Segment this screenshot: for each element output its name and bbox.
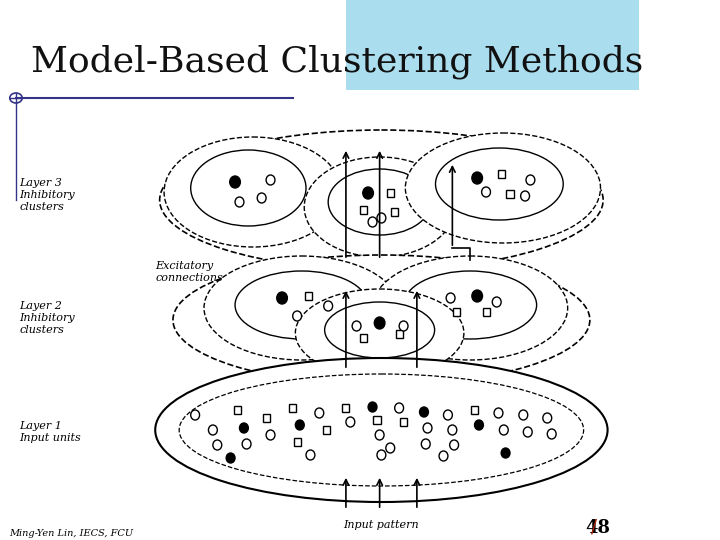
Circle shape [521, 191, 529, 201]
Circle shape [444, 410, 452, 420]
Bar [343, 404, 349, 412]
Circle shape [482, 187, 490, 197]
Circle shape [191, 410, 199, 420]
Text: 48: 48 [585, 519, 611, 537]
Circle shape [547, 429, 556, 439]
Circle shape [368, 402, 377, 412]
Circle shape [213, 440, 222, 450]
Circle shape [352, 321, 361, 331]
Circle shape [420, 407, 428, 417]
Circle shape [472, 290, 482, 302]
Circle shape [295, 420, 305, 430]
Circle shape [446, 293, 455, 303]
Ellipse shape [191, 150, 306, 226]
Ellipse shape [235, 271, 368, 339]
Circle shape [472, 172, 482, 184]
Bar [454, 308, 460, 316]
Circle shape [346, 417, 355, 427]
Ellipse shape [179, 374, 584, 486]
Bar [471, 406, 478, 414]
Circle shape [306, 450, 315, 460]
Ellipse shape [156, 358, 608, 502]
Circle shape [276, 292, 287, 304]
Circle shape [377, 450, 386, 460]
Ellipse shape [173, 255, 590, 385]
Bar [305, 292, 312, 300]
Circle shape [494, 408, 503, 418]
Circle shape [395, 403, 404, 413]
Bar [482, 308, 490, 316]
Text: Model-Based Clustering Methods: Model-Based Clustering Methods [31, 45, 643, 79]
Ellipse shape [160, 130, 603, 270]
Bar [360, 206, 367, 214]
Circle shape [492, 297, 501, 307]
Circle shape [374, 317, 385, 329]
Circle shape [501, 448, 510, 458]
Text: /: / [591, 519, 597, 537]
Bar [387, 189, 394, 197]
Bar [360, 334, 367, 342]
Circle shape [526, 175, 535, 185]
Circle shape [226, 453, 235, 463]
Ellipse shape [325, 302, 435, 358]
Bar [395, 330, 402, 338]
Bar [374, 416, 380, 424]
Bar [294, 438, 301, 446]
Circle shape [399, 321, 408, 331]
Circle shape [423, 423, 432, 433]
Circle shape [519, 410, 528, 420]
Text: Ming-Yen Lin, IECS, FCU: Ming-Yen Lin, IECS, FCU [9, 529, 133, 537]
Ellipse shape [328, 169, 431, 235]
Circle shape [448, 425, 456, 435]
Circle shape [230, 176, 240, 188]
Circle shape [266, 430, 275, 440]
Text: Excitatory
connections: Excitatory connections [156, 261, 223, 283]
Bar [323, 426, 330, 434]
Circle shape [439, 451, 448, 461]
Circle shape [242, 439, 251, 449]
Bar [234, 406, 241, 414]
Ellipse shape [164, 137, 341, 247]
Bar [346, 0, 639, 90]
Ellipse shape [372, 256, 567, 360]
Text: Layer 1
Input units: Layer 1 Input units [19, 421, 81, 443]
Bar [391, 208, 398, 216]
Bar [506, 190, 513, 198]
Circle shape [386, 443, 395, 453]
Ellipse shape [405, 133, 600, 243]
Ellipse shape [305, 157, 455, 257]
Text: Layer 2
Inhibitory
clusters: Layer 2 Inhibitory clusters [19, 301, 75, 335]
Circle shape [500, 425, 508, 435]
Circle shape [240, 423, 248, 433]
Ellipse shape [204, 256, 399, 360]
Ellipse shape [295, 289, 464, 377]
Circle shape [363, 187, 374, 199]
Circle shape [375, 430, 384, 440]
Circle shape [421, 439, 430, 449]
Circle shape [235, 197, 244, 207]
Circle shape [377, 213, 386, 223]
Circle shape [523, 427, 532, 437]
Bar [498, 170, 505, 178]
Circle shape [209, 425, 217, 435]
Text: Input pattern: Input pattern [343, 520, 419, 530]
Text: Layer 3
Inhibitory
clusters: Layer 3 Inhibitory clusters [19, 178, 75, 212]
Circle shape [368, 217, 377, 227]
Circle shape [450, 440, 459, 450]
Ellipse shape [436, 148, 563, 220]
Bar [263, 414, 270, 422]
Ellipse shape [404, 271, 536, 339]
Circle shape [257, 193, 266, 203]
Circle shape [315, 408, 324, 418]
Circle shape [474, 420, 483, 430]
Circle shape [293, 311, 302, 321]
Bar [400, 418, 407, 426]
Bar [289, 404, 296, 412]
Circle shape [543, 413, 552, 423]
Circle shape [266, 175, 275, 185]
Circle shape [324, 301, 333, 311]
